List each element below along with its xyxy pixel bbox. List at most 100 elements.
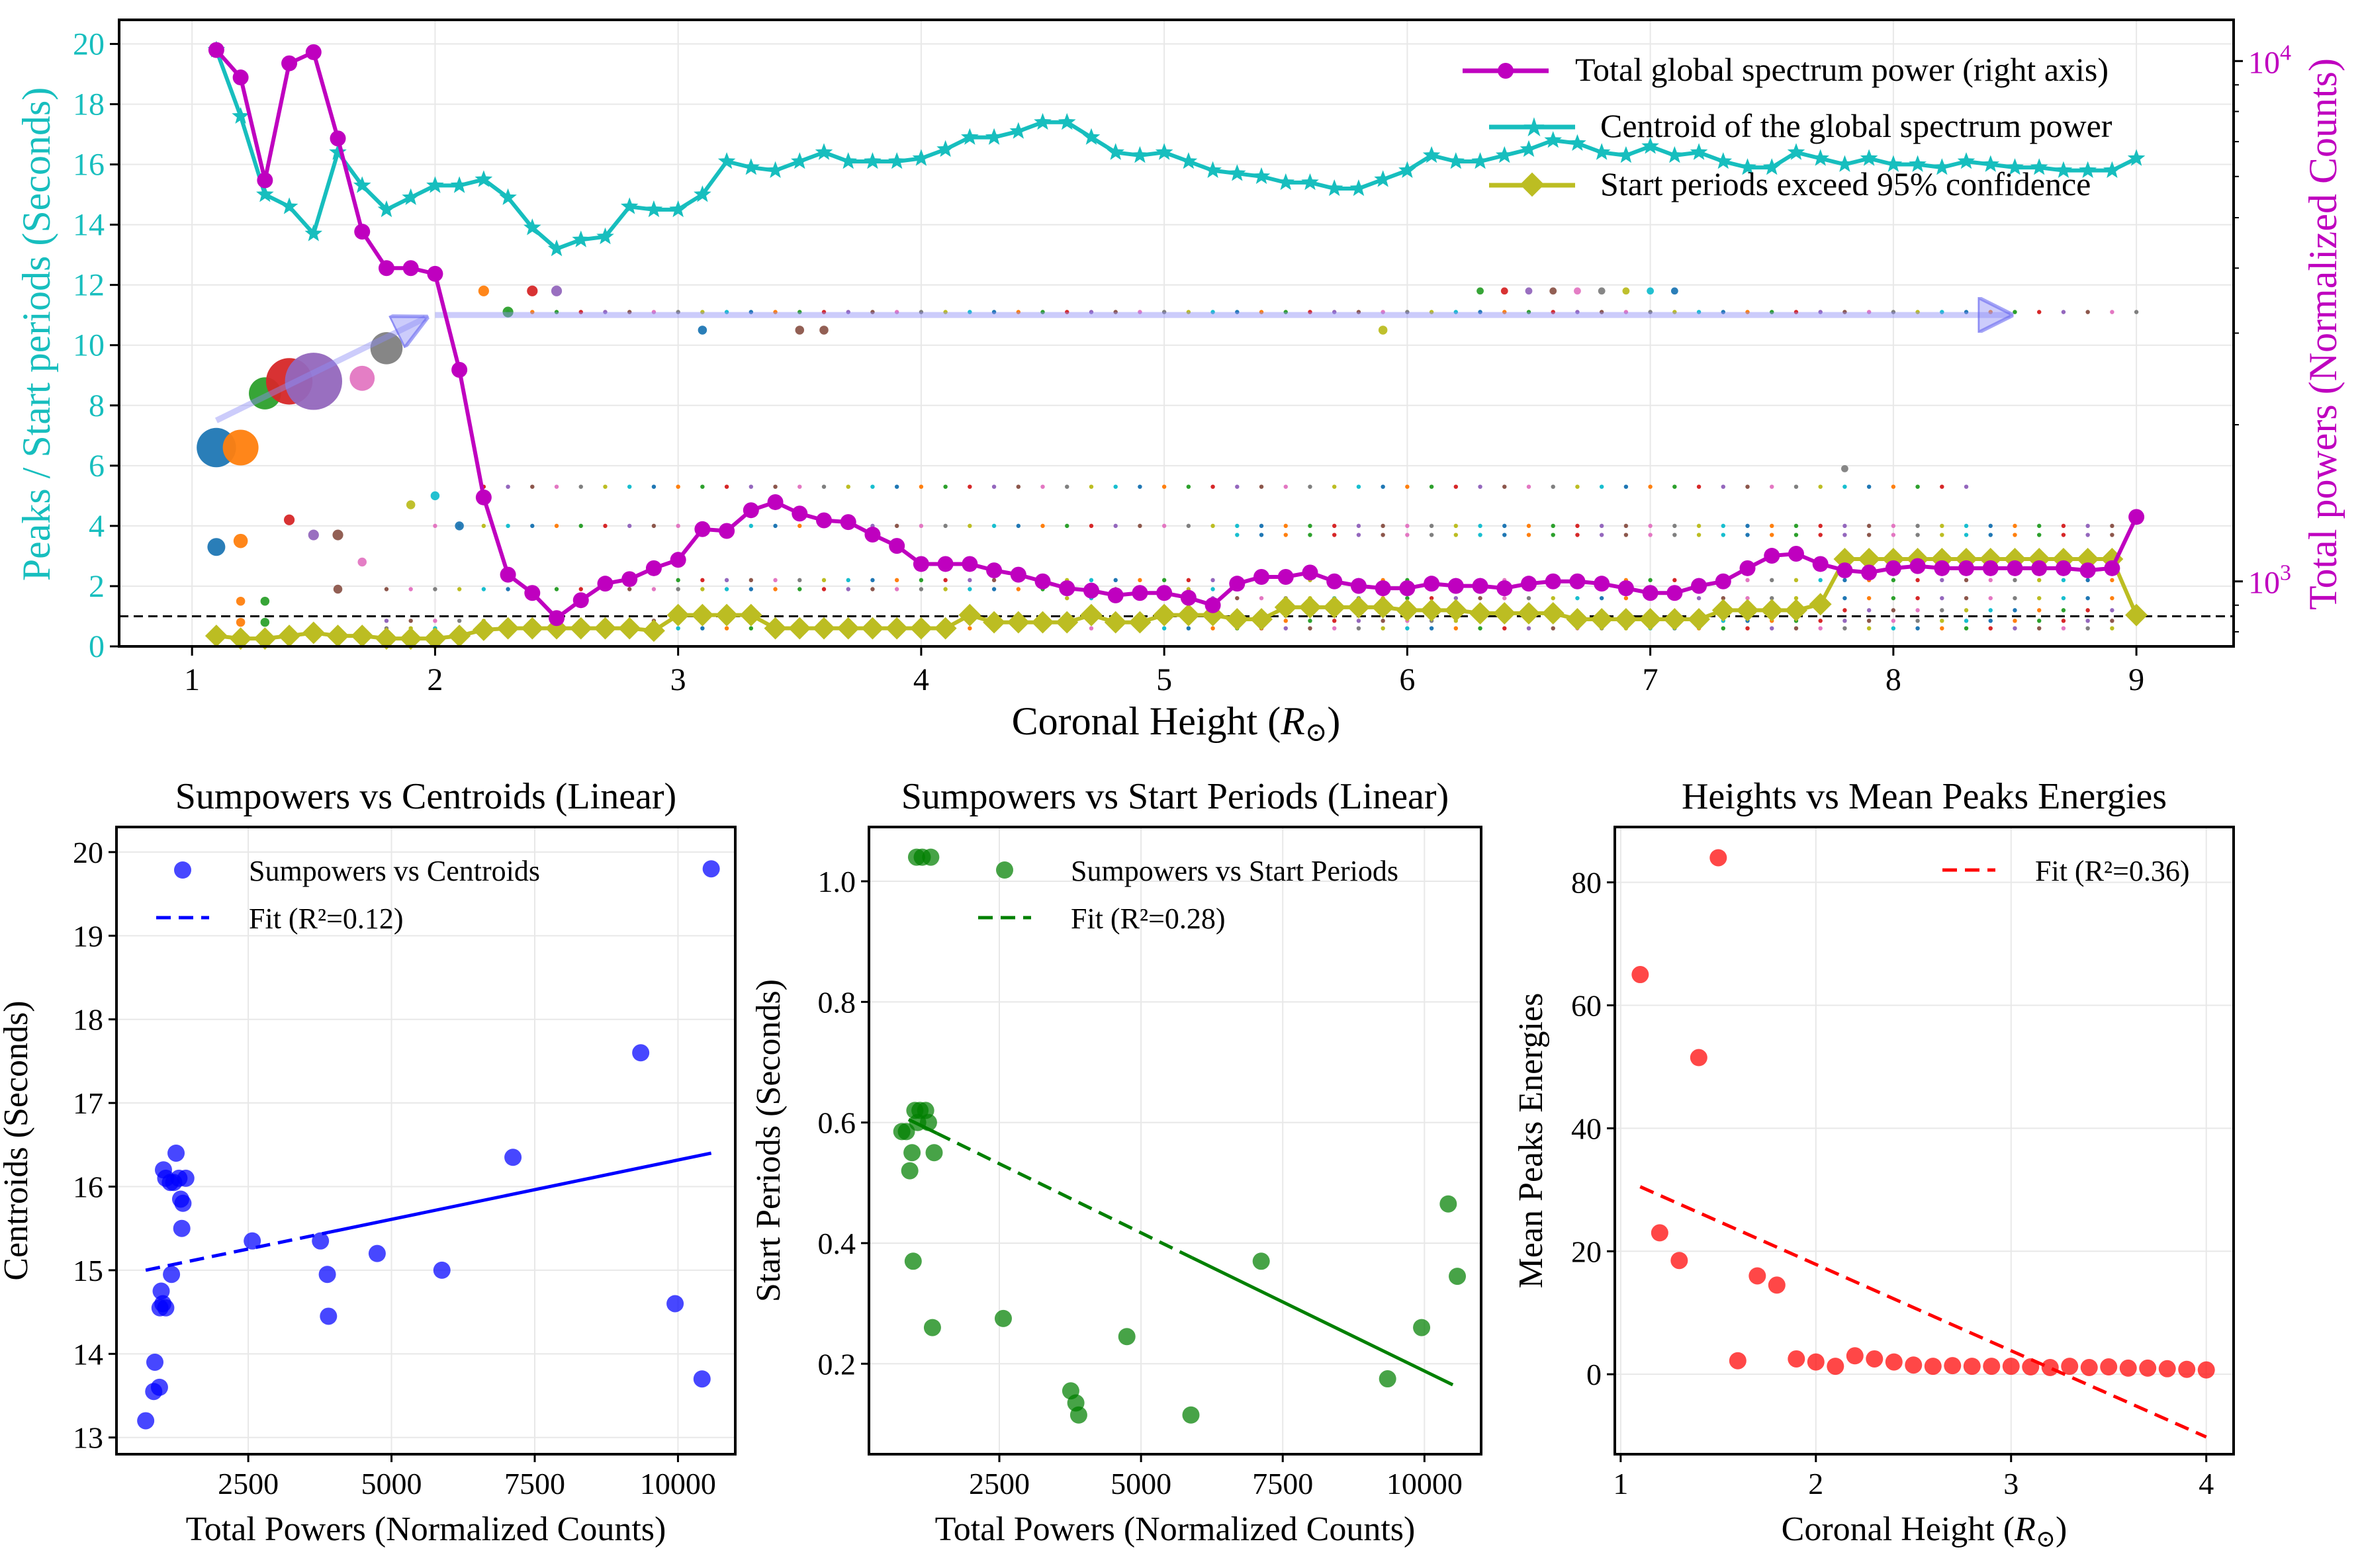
centroid-marker xyxy=(1957,152,1976,169)
peak-dot xyxy=(1308,310,1312,314)
peak-dot xyxy=(1623,310,1629,314)
peak-dot xyxy=(1405,533,1410,537)
peak-dot xyxy=(2037,310,2042,314)
centroid-marker xyxy=(2079,161,2097,178)
centroid-marker xyxy=(499,188,517,205)
y-tick-label: 20 xyxy=(1571,1235,1602,1268)
peak-dot xyxy=(1040,310,1045,314)
peak-dot xyxy=(968,484,972,489)
peak-dot xyxy=(2037,619,2042,623)
start-period-marker xyxy=(375,627,398,650)
start-period-marker xyxy=(1760,599,1784,622)
peak-dot xyxy=(1308,533,1312,537)
peak-dot xyxy=(749,484,754,489)
scatter-point xyxy=(152,1282,170,1300)
peak-marker xyxy=(222,429,259,466)
x-tick-label: 10000 xyxy=(1386,1467,1463,1501)
peak-dot xyxy=(1745,533,1750,537)
peak-dot xyxy=(2037,626,2042,631)
peak-dot xyxy=(1623,523,1629,529)
x-tick-label: 7500 xyxy=(1252,1467,1313,1501)
centroid-marker xyxy=(596,227,614,245)
peak-dot xyxy=(1332,626,1337,631)
centroid-marker xyxy=(620,197,639,214)
start-period-marker xyxy=(448,625,471,648)
peak-dot xyxy=(797,578,802,583)
top-x-tick-label: 6 xyxy=(1399,662,1415,697)
peak-dot xyxy=(1964,523,1969,529)
peak-dot xyxy=(1866,626,1872,631)
peak-marker xyxy=(333,584,343,594)
peak-marker xyxy=(1525,287,1533,295)
peak-dot xyxy=(603,310,608,314)
start-period-marker xyxy=(278,625,301,648)
peak-dot xyxy=(1186,484,1191,489)
power-marker xyxy=(451,362,468,378)
peak-dot xyxy=(2061,310,2066,314)
peak-dot xyxy=(1016,310,1021,314)
peak-dot xyxy=(651,484,657,489)
scatter-point xyxy=(137,1412,155,1430)
x-tick-label: 1 xyxy=(1613,1467,1628,1501)
peak-dot xyxy=(1381,619,1385,623)
peak-dot xyxy=(870,310,875,314)
peak-dot xyxy=(530,484,535,489)
peak-dot xyxy=(1842,619,1847,623)
scatter-point xyxy=(1885,1353,1903,1371)
peak-dot xyxy=(1161,310,1167,314)
xlabel-part: Coronal Height ( xyxy=(1782,1510,2015,1548)
peak-dot xyxy=(919,310,924,314)
power-marker xyxy=(1569,573,1586,589)
centroid-marker xyxy=(1690,143,1708,160)
power-marker xyxy=(1642,585,1658,601)
top-y-tick-label: 4 xyxy=(89,509,105,544)
centroid-marker xyxy=(1496,146,1514,163)
peak-dot xyxy=(2085,626,2090,631)
peak-dot xyxy=(2110,310,2114,314)
peak-marker xyxy=(1622,287,1630,295)
power-marker xyxy=(354,224,371,240)
peak-dot xyxy=(1745,310,1750,314)
xlabel-part: ) xyxy=(2056,1510,2067,1548)
start-period-marker xyxy=(229,627,252,650)
centroid-marker xyxy=(2030,158,2048,175)
peak-dot xyxy=(1283,484,1288,489)
peak-dot xyxy=(894,523,899,529)
peak-dot xyxy=(1842,595,1847,601)
xlabel-sub: ⊙ xyxy=(2036,1526,2056,1552)
centroid-marker xyxy=(1277,173,1295,191)
peak-dot xyxy=(1599,595,1604,601)
start-period-marker xyxy=(764,617,787,640)
peak-dot xyxy=(1283,626,1288,631)
centroid-marker xyxy=(839,152,857,169)
peak-dot xyxy=(1842,484,1847,489)
centroid-marker xyxy=(1714,152,1733,169)
peak-dot xyxy=(457,619,462,623)
centroid-marker xyxy=(1787,143,1805,160)
peak-dot xyxy=(676,587,680,591)
centroid-marker xyxy=(1617,146,1635,163)
centroid-marker xyxy=(329,143,347,160)
power-marker xyxy=(549,610,565,627)
power-marker xyxy=(1691,578,1707,594)
peak-dot xyxy=(627,484,632,489)
peak-dot xyxy=(603,484,608,489)
peak-dot xyxy=(894,310,899,314)
peak-dot xyxy=(1526,523,1531,529)
peak-dot xyxy=(1429,484,1434,489)
peak-dot xyxy=(1113,578,1118,583)
x-axis-label: Coronal Height (R⊙) xyxy=(1782,1510,2067,1552)
start-period-marker xyxy=(837,617,860,640)
power-marker xyxy=(645,560,662,576)
centroid-marker xyxy=(1374,170,1392,187)
x-tick-label: 10000 xyxy=(640,1467,716,1501)
peak-dot xyxy=(1988,533,1993,537)
peak-dot xyxy=(1745,578,1750,583)
peak-dot xyxy=(1502,310,1507,314)
peak-dot xyxy=(1210,310,1215,314)
peak-dot xyxy=(1818,310,1823,314)
scatter-point xyxy=(433,1261,451,1279)
peak-dot xyxy=(1940,619,1944,623)
y-tick-label: 16 xyxy=(73,1170,103,1204)
